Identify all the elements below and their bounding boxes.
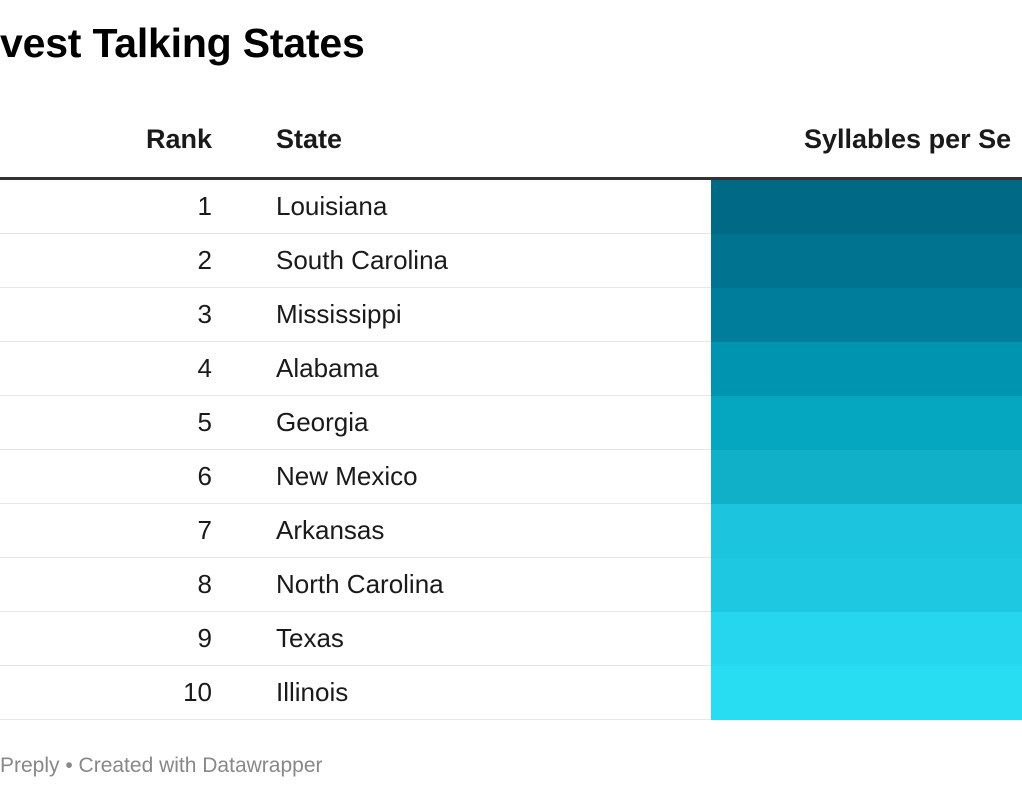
state-cell: Texas (276, 623, 344, 653)
chart-title: vest Talking States (0, 20, 365, 66)
syllables-heat-cell (711, 666, 1022, 720)
rank-cell: 1 (197, 191, 212, 221)
table-row: 5 Georgia (0, 396, 1022, 450)
rank-cell: 7 (197, 515, 212, 545)
state-cell: Arkansas (276, 515, 385, 545)
syllables-heat-cell (711, 234, 1022, 288)
column-header-state: State (276, 124, 343, 154)
rank-cell: 6 (197, 461, 212, 491)
column-header-rank: Rank (145, 124, 212, 154)
syllables-heat-cell (711, 288, 1022, 342)
syllables-heat-cell (711, 180, 1022, 234)
rank-cell: 2 (197, 245, 212, 275)
state-cell: New Mexico (276, 461, 418, 491)
table-row: 2 South Carolina (0, 234, 1022, 288)
source-credit: Preply • Created with Datawrapper (0, 754, 323, 777)
state-cell: Louisiana (276, 191, 388, 221)
state-cell: Georgia (276, 407, 369, 437)
header-divider (0, 177, 1022, 180)
syllables-heat-cell (711, 558, 1022, 612)
rank-cell: 10 (183, 677, 212, 707)
state-cell: South Carolina (276, 245, 448, 275)
table-row: 8 North Carolina (0, 558, 1022, 612)
rank-cell: 5 (197, 407, 212, 437)
table-row: 6 New Mexico (0, 450, 1022, 504)
syllables-heat-cell (711, 504, 1022, 558)
state-cell: Illinois (276, 677, 349, 707)
syllables-heat-cell (711, 450, 1022, 504)
table-row: 7 Arkansas (0, 504, 1022, 558)
syllables-heat-cell (711, 612, 1022, 666)
rank-cell: 4 (197, 353, 212, 383)
rank-cell: 8 (197, 569, 212, 599)
rank-cell: 9 (197, 623, 212, 653)
table-row: 9 Texas (0, 612, 1022, 666)
state-cell: Alabama (276, 353, 379, 383)
table-row: 10 Illinois (0, 666, 1022, 720)
syllables-heat-cell (711, 396, 1022, 450)
syllables-heat-cell (711, 342, 1022, 396)
state-cell: North Carolina (276, 569, 444, 599)
table-row: 3 Mississippi (0, 288, 1022, 342)
table-row: 1 Louisiana (0, 180, 1022, 234)
state-cell: Mississippi (276, 299, 402, 329)
column-header-syllables: Syllables per Se (804, 124, 1012, 154)
rank-cell: 3 (197, 299, 212, 329)
table-row: 4 Alabama (0, 342, 1022, 396)
